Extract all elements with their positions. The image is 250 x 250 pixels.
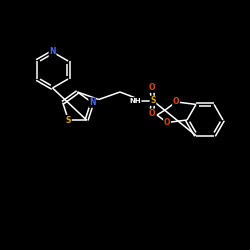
Text: O: O bbox=[173, 98, 179, 106]
Text: N: N bbox=[89, 98, 96, 107]
Text: O: O bbox=[148, 109, 155, 118]
Text: O: O bbox=[164, 118, 170, 127]
Text: N: N bbox=[49, 48, 56, 56]
Text: NH: NH bbox=[129, 98, 141, 104]
Text: S: S bbox=[150, 96, 156, 105]
Text: O: O bbox=[148, 83, 155, 92]
Text: S: S bbox=[66, 116, 71, 124]
